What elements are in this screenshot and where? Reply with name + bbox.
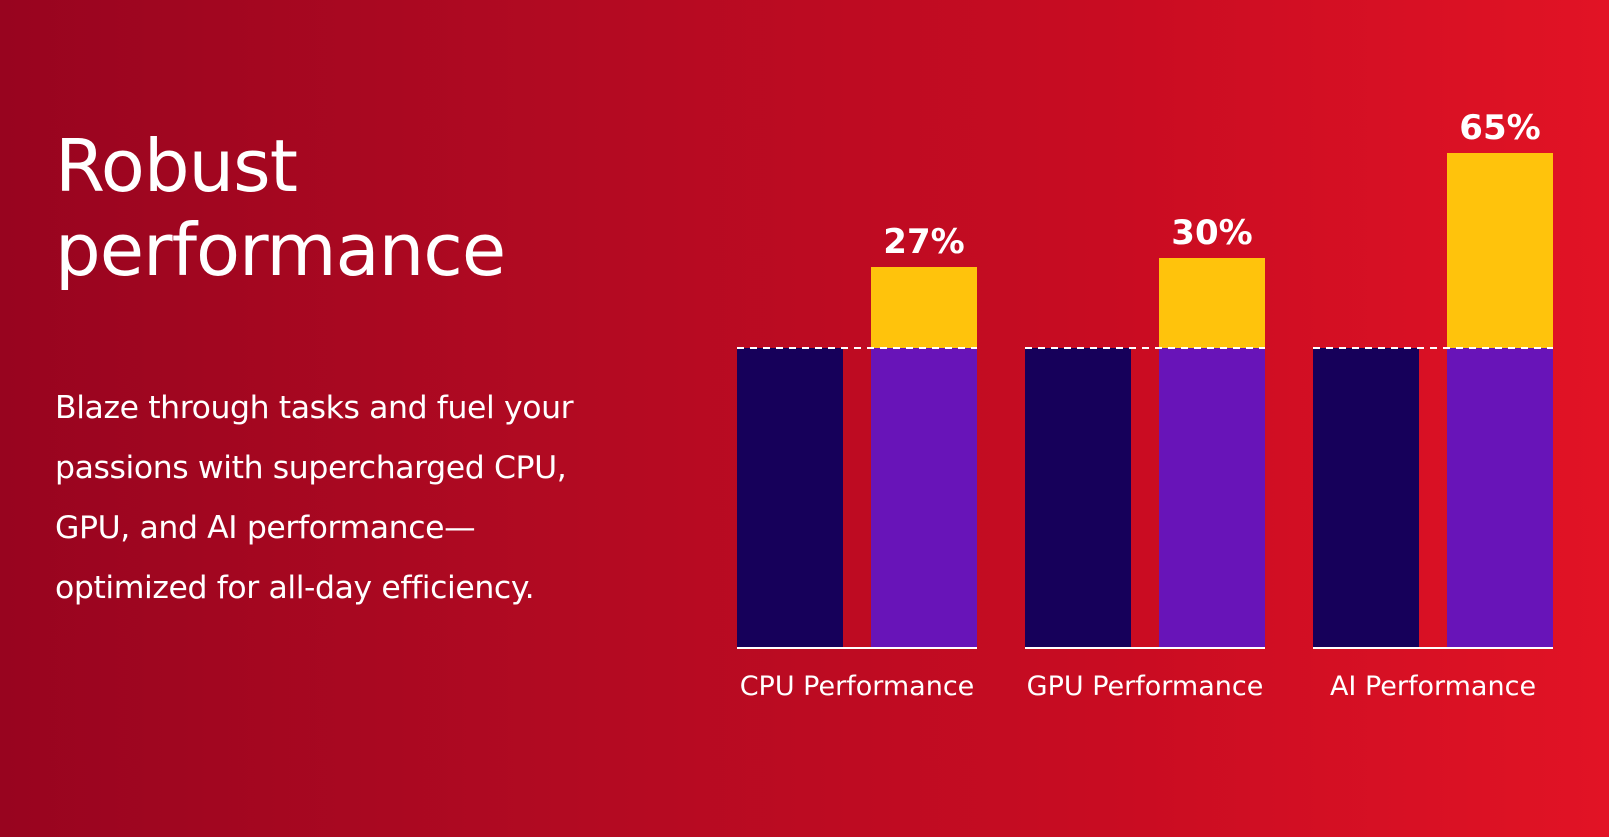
ai-value-label: 65%	[1459, 108, 1540, 148]
cpu-category-label: CPU Performance	[740, 671, 975, 702]
headline-line-1: Robust	[55, 124, 298, 208]
gpu-category-label: GPU Performance	[1027, 671, 1264, 702]
body-copy: Blaze through tasks and fuel your passio…	[55, 378, 695, 618]
gpu-value-label: 30%	[1171, 213, 1252, 253]
cpu-value-label: 27%	[883, 222, 964, 262]
ai-category-label: AI Performance	[1330, 671, 1536, 702]
cpu-comparison-bar	[871, 348, 977, 648]
headline-line-2: performance	[55, 208, 506, 292]
ai-baseline-bar	[1313, 348, 1419, 648]
gpu-improvement-bar	[1159, 258, 1265, 348]
body-line-2: passions with supercharged CPU,	[55, 450, 567, 486]
ai-improvement-bar	[1447, 153, 1553, 348]
cpu-baseline-bar	[737, 348, 843, 648]
body-line-4: optimized for all-day efficiency.	[55, 570, 535, 606]
body-line-3: GPU, and AI performance—	[55, 510, 476, 546]
body-line-1: Blaze through tasks and fuel your	[55, 390, 574, 426]
gpu-comparison-bar	[1159, 348, 1265, 648]
gpu-baseline-bar	[1025, 348, 1131, 648]
cpu-improvement-bar	[871, 267, 977, 348]
ai-comparison-bar	[1447, 348, 1553, 648]
headline: Robust performance	[55, 124, 655, 292]
